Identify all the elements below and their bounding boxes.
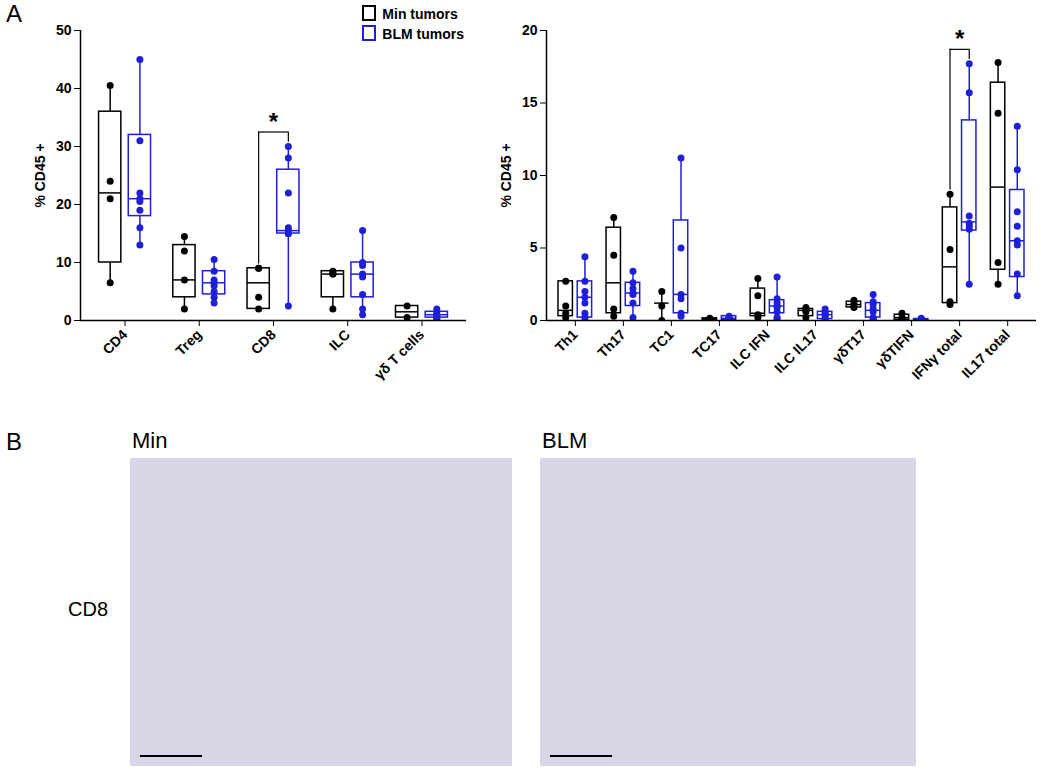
svg-text:20: 20	[56, 196, 72, 212]
html-text:B: B	[6, 428, 22, 455]
svg-text:*: *	[269, 108, 279, 135]
svg-text:15: 15	[522, 94, 538, 110]
svg-text:*: *	[955, 25, 965, 52]
svg-text:CD4: CD4	[99, 326, 130, 357]
svg-text:CD8: CD8	[248, 326, 279, 357]
svg-text:0: 0	[64, 312, 72, 328]
svg-text:50: 50	[56, 22, 72, 38]
svg-text:ILC IFN: ILC IFN	[727, 326, 773, 372]
html-text:Min tumors: Min tumors	[382, 6, 458, 22]
svg-text:% CD45 +: % CD45 +	[498, 143, 514, 207]
html-text:CD8: CD8	[68, 598, 108, 620]
html-text:Min: Min	[132, 428, 168, 453]
svg-text:IL17 total: IL17 total	[958, 326, 1013, 381]
svg-text:γδ T cells: γδ T cells	[371, 326, 428, 383]
html-text:A: A	[6, 0, 22, 27]
svg-text:ILC: ILC	[326, 326, 353, 353]
svg-text:γδT17: γδT17	[829, 326, 869, 366]
svg-text:γδTIFN: γδTIFN	[872, 326, 917, 371]
html-text:BLM tumors: BLM tumors	[382, 26, 464, 42]
svg-text:% CD45 +: % CD45 +	[32, 143, 48, 207]
svg-text:Treg: Treg	[172, 326, 204, 358]
svg-text:5: 5	[530, 239, 538, 255]
svg-text:30: 30	[56, 138, 72, 154]
svg-text:TC17: TC17	[689, 326, 725, 362]
svg-text:40: 40	[56, 80, 72, 96]
svg-text:20: 20	[522, 22, 538, 38]
svg-text:Th1: Th1	[552, 326, 581, 355]
html-text:BLM: BLM	[542, 428, 588, 453]
svg-text:0: 0	[530, 312, 538, 328]
svg-text:TC1: TC1	[647, 326, 677, 356]
svg-text:Th17: Th17	[594, 326, 629, 361]
svg-text:10: 10	[56, 254, 72, 270]
svg-text:ILC IL17: ILC IL17	[771, 326, 821, 376]
svg-text:10: 10	[522, 167, 538, 183]
svg-text:IFNγ total: IFNγ total	[909, 326, 965, 382]
